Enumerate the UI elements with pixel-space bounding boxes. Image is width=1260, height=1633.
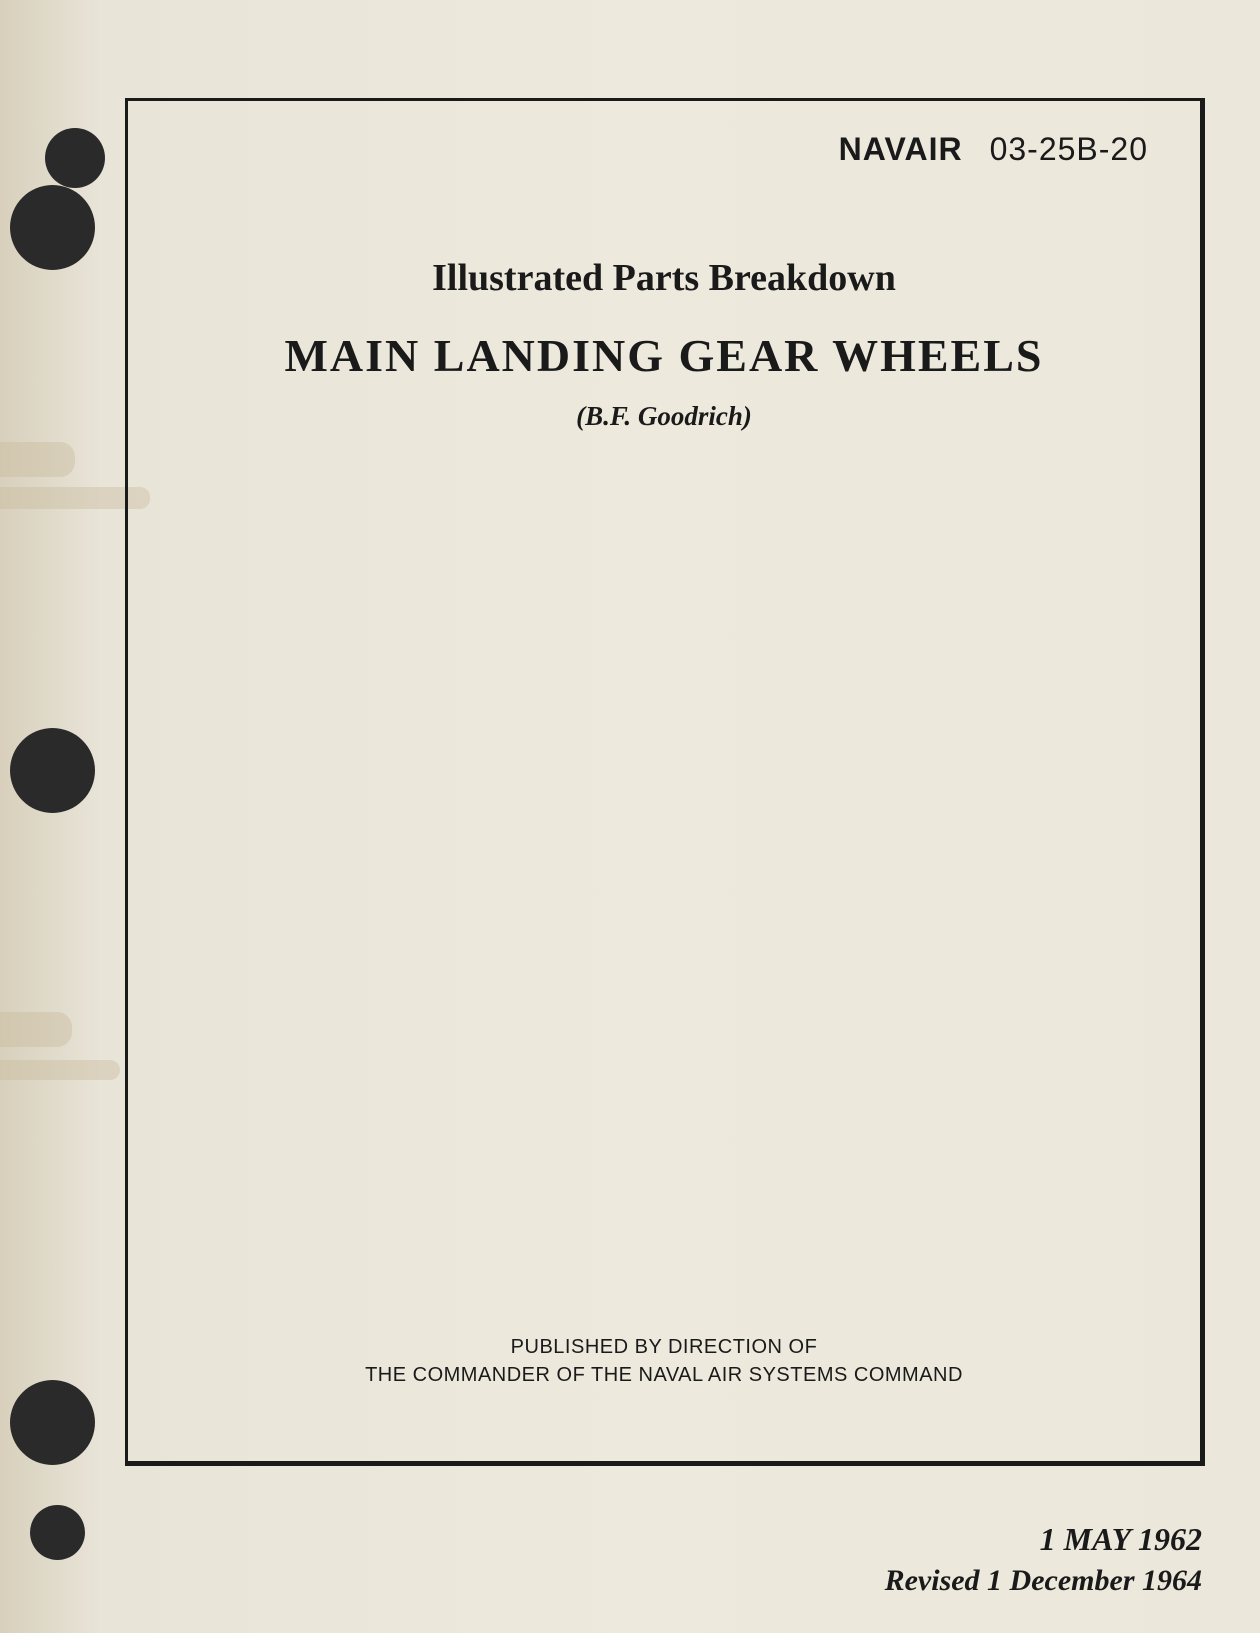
document-frame: NAVAIR 03-25B-20 Illustrated Parts Break… xyxy=(125,98,1205,1466)
document-number: NAVAIR 03-25B-20 xyxy=(839,131,1148,168)
document-manufacturer: (B.F. Goodrich) xyxy=(128,401,1200,432)
publisher-text-line-1: PUBLISHED BY DIRECTION OF xyxy=(128,1336,1200,1359)
punch-hole-icon xyxy=(30,1505,85,1560)
doc-number-prefix: NAVAIR xyxy=(839,131,963,167)
date-revised: Revised 1 December 1964 xyxy=(885,1564,1202,1598)
publisher-text-line-2: THE COMMANDER OF THE NAVAL AIR SYSTEMS C… xyxy=(128,1364,1200,1387)
punch-hole-icon xyxy=(10,185,95,270)
paper-stain-icon xyxy=(0,442,75,477)
doc-number-code: 03-25B-20 xyxy=(990,131,1148,167)
paper-stain-icon xyxy=(0,1060,120,1080)
punch-hole-icon xyxy=(10,728,95,813)
document-main-title: MAIN LANDING GEAR WHEELS xyxy=(128,329,1200,382)
punch-hole-icon xyxy=(10,1380,95,1465)
paper-stain-icon xyxy=(0,1012,72,1047)
document-subtitle: Illustrated Parts Breakdown xyxy=(128,256,1200,300)
date-original: 1 MAY 1962 xyxy=(1040,1521,1202,1558)
punch-hole-icon xyxy=(45,128,105,188)
